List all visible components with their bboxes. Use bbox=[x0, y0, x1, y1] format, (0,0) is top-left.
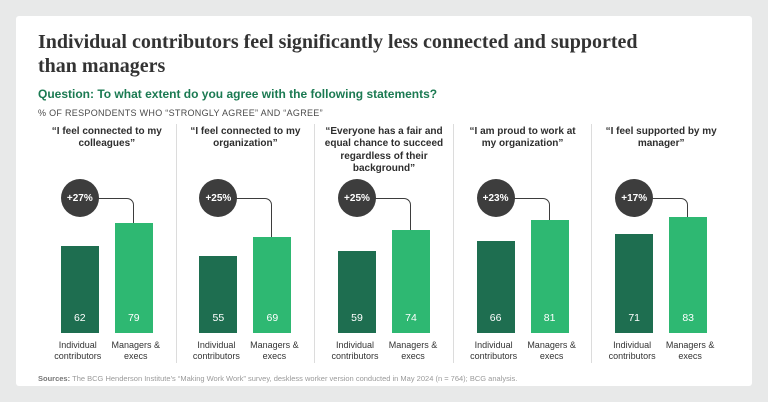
bar-group: 62 79 bbox=[46, 222, 168, 334]
connector-line bbox=[652, 198, 689, 217]
bar-managers: 79 bbox=[114, 222, 153, 334]
statement-heading: “I feel connected to my colleagues” bbox=[51, 126, 162, 150]
delta-badge: +25% bbox=[337, 179, 376, 218]
delta-badge: +23% bbox=[476, 179, 515, 218]
category-labels: Individual contributors Managers & execs bbox=[600, 340, 722, 363]
bar-value-individual: 71 bbox=[628, 312, 641, 325]
bar-individual: 55 bbox=[199, 256, 238, 334]
sources-line: Sources: The BCG Henderson Institute’s “M… bbox=[38, 374, 730, 383]
panel: “I feel supported by my manager” +17% 71… bbox=[591, 124, 730, 363]
panel-plot: +17% 71 83 bbox=[600, 176, 722, 334]
bar-value-managers: 81 bbox=[543, 312, 556, 325]
bar-managers: 69 bbox=[253, 236, 292, 334]
panel-plot: +25% 59 74 bbox=[323, 176, 445, 334]
delta-badge: +17% bbox=[615, 179, 654, 218]
category-label-individual: Individual contributors bbox=[608, 340, 656, 362]
bar-group: 71 83 bbox=[600, 217, 722, 334]
category-label-managers: Managers & execs bbox=[388, 340, 438, 362]
category-label-individual: Individual contributors bbox=[192, 340, 240, 362]
category-label-individual: Individual contributors bbox=[331, 340, 379, 362]
category-label-managers: Managers & execs bbox=[665, 340, 715, 362]
category-label-managers: Managers & execs bbox=[111, 340, 161, 362]
chart-card: Individual contributors feel significant… bbox=[16, 16, 752, 386]
panel-plot: +25% 55 69 bbox=[185, 176, 307, 334]
delta-badge: +27% bbox=[60, 179, 99, 218]
connector-line bbox=[374, 198, 411, 230]
category-label-managers: Managers & execs bbox=[250, 340, 299, 362]
question-line: Question: To what extent do you agree wi… bbox=[38, 87, 438, 102]
panel: “I am proud to work at my organization” … bbox=[452, 124, 592, 363]
connector-line bbox=[97, 198, 134, 223]
panel: “I feel connected to my organization” +2… bbox=[175, 124, 315, 363]
bar-value-managers: 83 bbox=[682, 312, 695, 325]
bar-managers: 83 bbox=[669, 217, 708, 334]
bar-managers: 81 bbox=[530, 219, 569, 334]
category-labels: Individual contributors Managers & execs bbox=[46, 340, 168, 363]
sources-label: Sources: bbox=[38, 373, 71, 383]
delta-badge: +25% bbox=[199, 179, 238, 218]
bar-value-managers: 74 bbox=[405, 312, 417, 325]
statement-heading: “I feel supported by my manager” bbox=[605, 126, 717, 150]
category-labels: Individual contributors Managers & execs bbox=[462, 340, 584, 363]
statement-heading: “Everyone has a fair and equal chance to… bbox=[324, 126, 444, 174]
subtitle-line: % OF RESPONDENTS WHO “STRONGLY AGREE” AN… bbox=[38, 108, 323, 119]
bar-group: 59 74 bbox=[323, 229, 445, 334]
chart-title: Individual contributors feel significant… bbox=[38, 31, 638, 77]
bar-value-individual: 66 bbox=[489, 312, 502, 325]
bar-group: 66 81 bbox=[462, 219, 584, 334]
statement-heading: “I feel connected to my organization” bbox=[190, 126, 301, 150]
statement-heading: “I am proud to work at my organization” bbox=[469, 126, 576, 150]
category-labels: Individual contributors Managers & execs bbox=[185, 340, 307, 363]
panel: “I feel connected to my colleagues” +27%… bbox=[38, 124, 176, 363]
category-labels: Individual contributors Managers & execs bbox=[323, 340, 445, 363]
category-label-individual: Individual contributors bbox=[470, 340, 518, 362]
bar-value-individual: 62 bbox=[73, 312, 86, 325]
bar-group: 55 69 bbox=[185, 236, 307, 334]
bar-individual: 66 bbox=[476, 240, 515, 334]
bar-value-managers: 79 bbox=[127, 312, 140, 325]
panel-plot: +27% 62 79 bbox=[46, 176, 168, 334]
category-label-individual: Individual contributors bbox=[54, 340, 102, 362]
panel: “Everyone has a fair and equal chance to… bbox=[314, 124, 453, 363]
bar-individual: 59 bbox=[337, 250, 376, 334]
connector-line bbox=[513, 198, 550, 220]
panel-plot: +23% 66 81 bbox=[462, 176, 584, 334]
category-label-managers: Managers & execs bbox=[527, 340, 576, 362]
sources-text: The BCG Henderson Institute’s “Making Wo… bbox=[72, 373, 518, 383]
panels-row: “I feel connected to my colleagues” +27%… bbox=[38, 124, 730, 363]
bar-managers: 74 bbox=[391, 229, 430, 334]
bar-value-managers: 69 bbox=[266, 312, 279, 325]
bar-individual: 62 bbox=[60, 246, 99, 334]
connector-line bbox=[236, 198, 273, 237]
bar-value-individual: 59 bbox=[351, 312, 363, 325]
bar-value-individual: 55 bbox=[212, 312, 225, 325]
bar-individual: 71 bbox=[615, 233, 654, 334]
